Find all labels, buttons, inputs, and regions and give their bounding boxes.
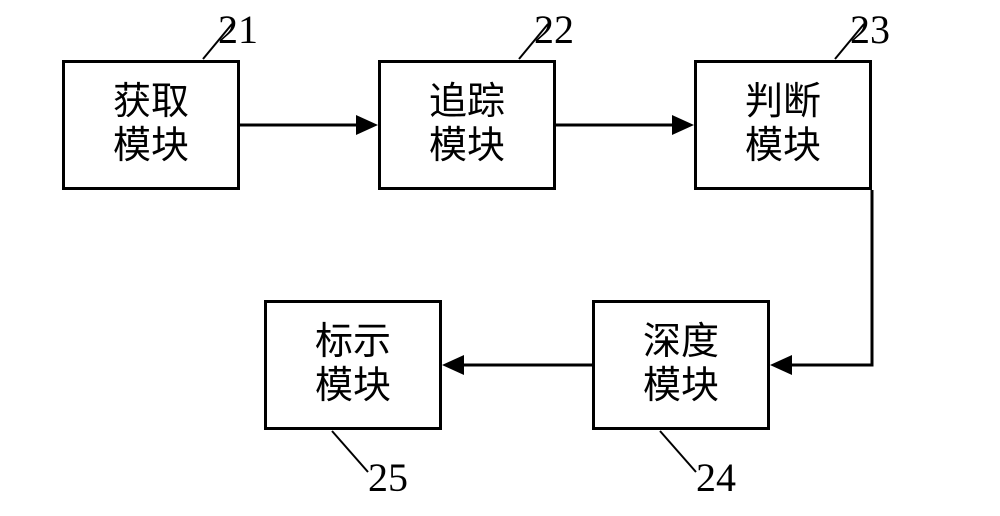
node-track-line1: 追踪	[429, 81, 505, 125]
node-judge-line2: 模块	[745, 125, 821, 169]
node-judge: 判断模块	[694, 60, 872, 190]
node-mark-number: 25	[368, 454, 408, 501]
node-depth-line2: 模块	[643, 365, 719, 409]
node-mark-line2: 模块	[315, 365, 391, 409]
callout-line-depth	[660, 431, 696, 472]
node-depth: 深度模块	[592, 300, 770, 430]
node-track: 追踪模块	[378, 60, 556, 190]
node-judge-number: 23	[850, 6, 890, 53]
node-acquire-line2: 模块	[113, 125, 189, 169]
edge-arrowhead	[672, 115, 694, 135]
edge-arrowhead	[356, 115, 378, 135]
node-judge-line1: 判断	[745, 81, 821, 125]
edge-line	[792, 190, 872, 365]
node-track-line2: 模块	[429, 125, 505, 169]
node-mark: 标示模块	[264, 300, 442, 430]
node-acquire: 获取模块	[62, 60, 240, 190]
callout-line-mark	[332, 431, 368, 472]
node-mark-line1: 标示	[315, 321, 391, 365]
node-depth-number: 24	[696, 454, 736, 501]
node-depth-line1: 深度	[643, 321, 719, 365]
node-acquire-number: 21	[218, 6, 258, 53]
diagram-canvas: 获取模块21追踪模块22判断模块23深度模块24标示模块25	[0, 0, 1000, 516]
edge-arrowhead	[770, 355, 792, 375]
node-track-number: 22	[534, 6, 574, 53]
node-acquire-line1: 获取	[113, 81, 189, 125]
edge-arrowhead	[442, 355, 464, 375]
